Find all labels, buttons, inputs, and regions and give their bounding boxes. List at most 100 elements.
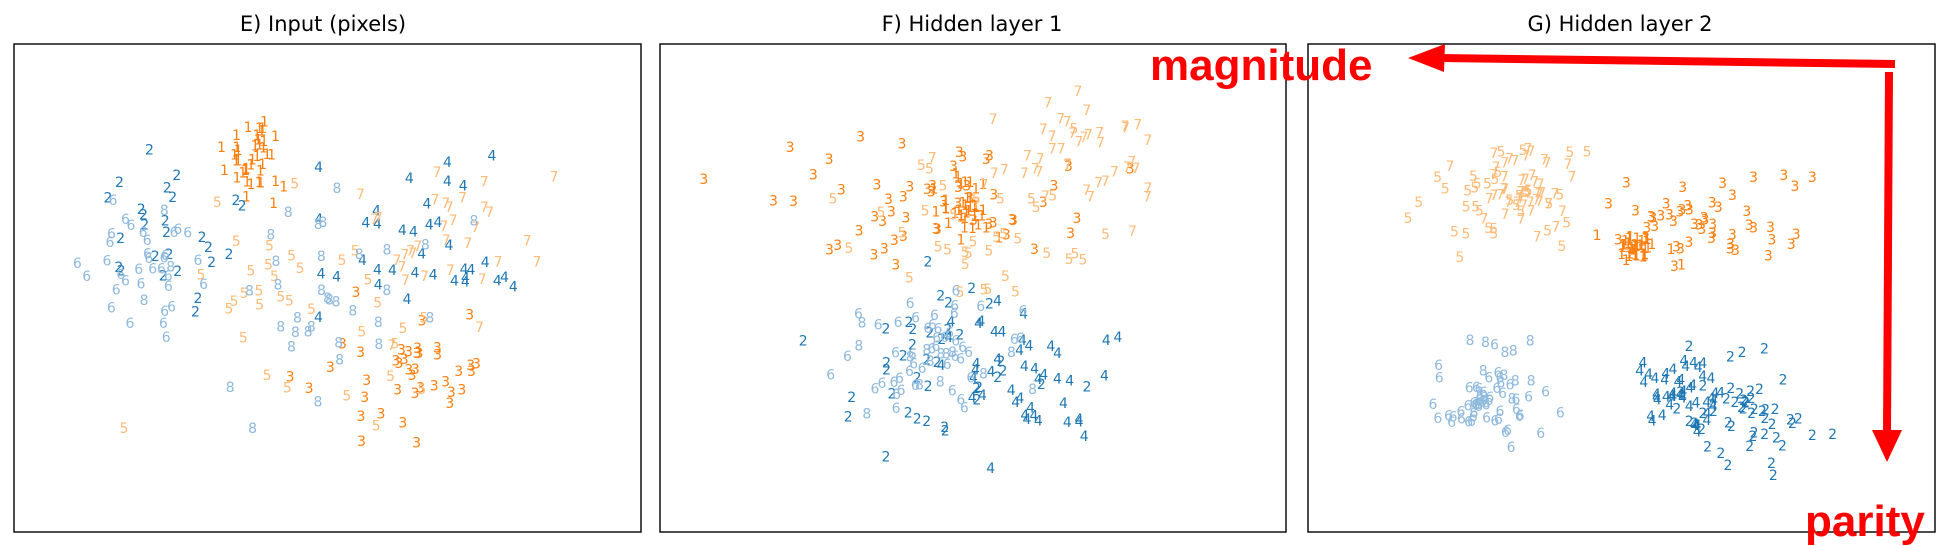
point-digit-2: 2 bbox=[151, 249, 160, 265]
point-digit-5: 5 bbox=[949, 208, 958, 224]
point-digit-7: 7 bbox=[413, 239, 422, 255]
point-digit-7: 7 bbox=[485, 205, 494, 221]
point-digit-7: 7 bbox=[1532, 193, 1541, 209]
point-digit-4: 4 bbox=[317, 267, 326, 283]
point-digit-1: 1 bbox=[1632, 249, 1641, 265]
point-digit-2: 2 bbox=[1758, 404, 1767, 420]
point-digit-1: 1 bbox=[1637, 233, 1646, 249]
point-digit-3: 3 bbox=[1766, 220, 1775, 236]
point-digit-5: 5 bbox=[390, 337, 399, 353]
point-digit-2: 2 bbox=[1768, 417, 1777, 433]
point-digit-4: 4 bbox=[1074, 412, 1083, 428]
point-digit-5: 5 bbox=[1557, 239, 1566, 255]
point-digit-2: 2 bbox=[936, 289, 945, 305]
point-digit-8: 8 bbox=[293, 310, 302, 326]
point-digit-8: 8 bbox=[1511, 374, 1520, 390]
point-digit-5: 5 bbox=[419, 311, 428, 327]
point-digit-3: 3 bbox=[870, 210, 879, 226]
point-digit-4: 4 bbox=[1019, 307, 1028, 323]
point-digit-3: 3 bbox=[1685, 202, 1694, 218]
point-digit-2: 2 bbox=[882, 355, 891, 371]
point-digit-3: 3 bbox=[466, 358, 475, 374]
point-digit-4: 4 bbox=[978, 388, 987, 404]
point-digit-6: 6 bbox=[167, 299, 176, 315]
point-digit-8: 8 bbox=[906, 350, 915, 366]
point-digit-4: 4 bbox=[398, 223, 407, 239]
point-digit-5: 5 bbox=[290, 177, 299, 193]
point-digit-8: 8 bbox=[936, 374, 945, 390]
point-digit-4: 4 bbox=[1668, 362, 1677, 378]
point-digit-6: 6 bbox=[877, 376, 886, 392]
point-digit-3: 3 bbox=[1787, 237, 1796, 253]
point-digit-5: 5 bbox=[1078, 252, 1087, 268]
point-digit-1: 1 bbox=[954, 203, 963, 219]
point-digit-5: 5 bbox=[342, 388, 351, 404]
point-digit-1: 1 bbox=[1629, 242, 1638, 258]
point-digit-3: 3 bbox=[1708, 226, 1717, 242]
point-digit-4: 4 bbox=[1694, 360, 1703, 376]
point-digit-5: 5 bbox=[1515, 189, 1524, 205]
point-digit-3: 3 bbox=[891, 257, 900, 273]
point-digit-6: 6 bbox=[1490, 338, 1499, 354]
point-digit-8: 8 bbox=[348, 304, 357, 320]
point-digit-1: 1 bbox=[1622, 253, 1631, 269]
point-digit-5: 5 bbox=[1583, 145, 1592, 161]
point-digit-2: 2 bbox=[104, 191, 113, 207]
point-digit-4: 4 bbox=[977, 314, 986, 330]
point-digit-7: 7 bbox=[1558, 204, 1567, 220]
point-digit-2: 2 bbox=[1761, 411, 1770, 427]
point-digit-1: 1 bbox=[257, 124, 266, 140]
point-digit-1: 1 bbox=[950, 206, 959, 222]
point-digit-3: 3 bbox=[855, 223, 864, 239]
point-digit-7: 7 bbox=[532, 254, 541, 270]
point-digit-7: 7 bbox=[1480, 211, 1489, 227]
point-digit-5: 5 bbox=[917, 158, 926, 174]
point-digit-5: 5 bbox=[1523, 184, 1532, 200]
point-digit-5: 5 bbox=[351, 244, 360, 260]
point-digit-4: 4 bbox=[1709, 393, 1718, 409]
point-digit-1: 1 bbox=[941, 193, 950, 209]
point-digit-4: 4 bbox=[467, 262, 476, 278]
point-digit-3: 3 bbox=[1767, 232, 1776, 248]
point-digit-8: 8 bbox=[284, 205, 293, 221]
point-digit-6: 6 bbox=[109, 193, 118, 209]
point-digit-6: 6 bbox=[1481, 396, 1490, 412]
point-digit-7: 7 bbox=[1086, 189, 1095, 205]
point-digit-3: 3 bbox=[1726, 242, 1735, 258]
point-digit-4: 4 bbox=[1685, 399, 1694, 415]
point-digit-4: 4 bbox=[459, 179, 468, 195]
point-digit-3: 3 bbox=[1745, 218, 1754, 234]
point-digit-1: 1 bbox=[960, 220, 969, 236]
point-digit-4: 4 bbox=[314, 310, 323, 326]
point-digit-6: 6 bbox=[1444, 409, 1453, 425]
point-digit-4: 4 bbox=[388, 263, 397, 279]
point-digit-4: 4 bbox=[937, 358, 946, 374]
point-digit-8: 8 bbox=[166, 260, 175, 276]
point-digit-1: 1 bbox=[960, 211, 969, 227]
point-digit-8: 8 bbox=[273, 278, 282, 294]
point-digit-5: 5 bbox=[1027, 191, 1036, 207]
point-digit-4: 4 bbox=[1030, 362, 1039, 378]
point-digit-7: 7 bbox=[1504, 195, 1513, 211]
point-digit-5: 5 bbox=[357, 325, 366, 341]
point-digit-1: 1 bbox=[258, 121, 267, 137]
point-digit-4: 4 bbox=[461, 270, 470, 286]
point-digit-7: 7 bbox=[1121, 119, 1130, 135]
point-digit-6: 6 bbox=[1016, 331, 1025, 347]
point-digit-8: 8 bbox=[276, 320, 285, 336]
point-digit-4: 4 bbox=[417, 247, 426, 263]
point-digit-4: 4 bbox=[1678, 389, 1687, 405]
point-digit-4: 4 bbox=[944, 330, 953, 346]
parity-label: parity bbox=[1805, 497, 1925, 546]
point-digit-6: 6 bbox=[1492, 381, 1501, 397]
point-digit-5: 5 bbox=[1450, 225, 1459, 241]
point-digit-7: 7 bbox=[1540, 153, 1549, 169]
point-digit-7: 7 bbox=[1490, 188, 1499, 204]
point-digit-3: 3 bbox=[789, 194, 798, 210]
point-digit-1: 1 bbox=[242, 162, 251, 178]
point-digit-7: 7 bbox=[1128, 224, 1137, 240]
point-digit-7: 7 bbox=[1524, 142, 1533, 158]
point-digit-1: 1 bbox=[1643, 232, 1652, 248]
point-digit-2: 2 bbox=[1794, 411, 1803, 427]
point-digit-3: 3 bbox=[338, 337, 347, 353]
